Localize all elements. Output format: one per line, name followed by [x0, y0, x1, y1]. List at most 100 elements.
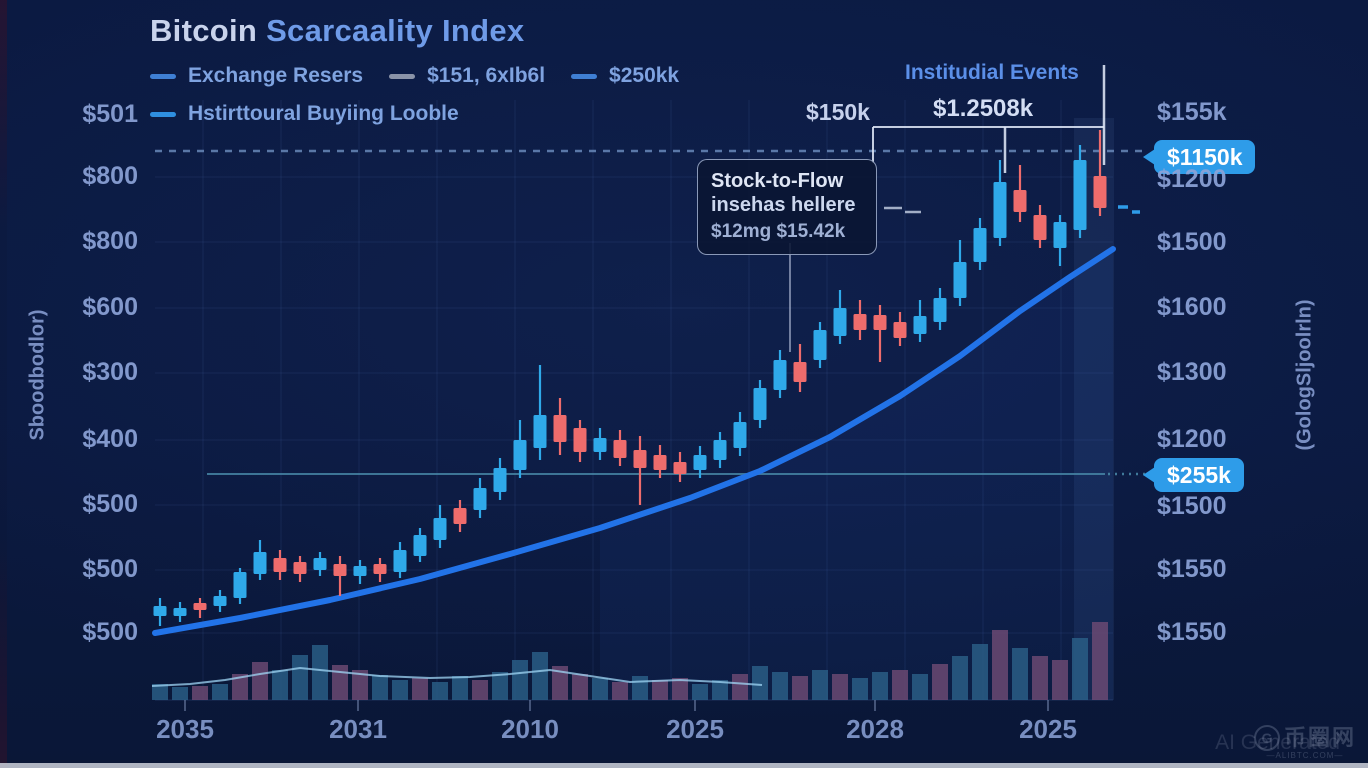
candle-body	[573, 428, 587, 452]
callout-line2: insehas hellere	[711, 194, 856, 217]
candle-body	[673, 462, 687, 474]
x-axis-label: 2028	[846, 714, 904, 744]
candle-body	[893, 322, 907, 338]
title-prefix: Bitcoin	[150, 13, 267, 48]
y-axis-label-right: $1600	[1157, 293, 1227, 321]
volume-bar	[352, 670, 368, 700]
volume-bar	[752, 666, 768, 700]
candle-body	[733, 422, 747, 448]
logo-g-icon: G	[1253, 725, 1280, 751]
y-axis-label-left: $800	[82, 227, 138, 255]
volume-bar	[1012, 648, 1028, 700]
candle-body	[793, 362, 807, 382]
candle-body	[753, 388, 767, 420]
candle-body	[293, 562, 307, 574]
logo-site-text: —ALIBTC.COM—	[1266, 751, 1344, 760]
candle-body	[933, 298, 947, 322]
legend-row-1: Exchange Resers $151, 6xIb6l $250kk	[150, 64, 679, 88]
volume-bar	[872, 672, 888, 700]
legend-item[interactable]: $250kk	[571, 64, 679, 88]
y-axis-label-left: $501	[82, 100, 138, 128]
legend-label: $250kk	[609, 64, 680, 87]
candle-body	[373, 564, 387, 574]
candle-body	[853, 314, 867, 330]
candle-body	[173, 608, 187, 616]
candle-body	[273, 558, 287, 572]
legend-swatch-icon	[150, 111, 176, 117]
volume-bar	[772, 672, 788, 700]
legend-row-2: Hstirttoural Buyiing Looble	[150, 102, 459, 126]
candle-body	[453, 508, 467, 524]
stock-to-flow-callout: Stock-to-Flow insehas hellere $12mg $15.…	[697, 159, 877, 256]
candle-body	[973, 228, 987, 262]
candle-body	[613, 440, 627, 458]
price-badge-mid: $255k	[1143, 458, 1244, 492]
candle-body	[213, 596, 227, 606]
volume-bar	[912, 674, 928, 700]
bottom-scrollbar-strip[interactable]	[0, 763, 1368, 768]
volume-bar	[712, 680, 728, 700]
y-axis-label-right: $1300	[1157, 358, 1227, 386]
x-axis-label: 2025	[1019, 714, 1077, 744]
candle-body	[773, 360, 787, 390]
legend-swatch-icon	[150, 73, 176, 79]
volume-bar	[372, 675, 388, 700]
volume-bar	[652, 680, 668, 700]
candle-body	[393, 550, 407, 572]
candle-body	[1013, 190, 1027, 212]
volume-bar	[1092, 622, 1108, 700]
title-main: Scarcaality Index	[266, 13, 525, 48]
legend-label: $151, 6xIb6l	[427, 64, 546, 87]
x-axis-label: 2035	[156, 714, 214, 744]
candle-body	[1033, 215, 1047, 240]
y-axis-label-left: $300	[82, 358, 138, 386]
volume-bar	[492, 672, 508, 700]
candle-body	[153, 606, 167, 616]
legend-swatch-icon	[389, 73, 416, 79]
volume-bar	[552, 666, 568, 700]
volume-bar	[152, 684, 168, 700]
volume-bar	[1072, 638, 1088, 700]
watermark: AI Generated G 币圈网 —ALIBTC.COM—	[1215, 725, 1356, 760]
volume-bar	[852, 678, 868, 700]
legend-item[interactable]: $151, 6xIb6l	[389, 64, 545, 88]
callout-line1: Stock-to-Flow	[711, 170, 844, 192]
y-axis-label-left: $500	[82, 618, 138, 646]
volume-bar	[192, 686, 208, 700]
candlestick-series	[153, 130, 1107, 626]
left-edge-vignette	[0, 0, 7, 768]
y-axis-label-left: $500	[82, 555, 138, 583]
candle-body	[1073, 160, 1087, 230]
volume-bar	[572, 674, 588, 700]
candle-body	[433, 518, 447, 540]
y-axis-title-right: (GologSljoolrln)	[1293, 299, 1316, 451]
event-price-label-right: $1.2508k	[933, 95, 1034, 122]
volume-bar	[592, 678, 608, 700]
volume-bar	[312, 645, 328, 700]
candle-body	[313, 558, 327, 570]
x-axis-label: 2010	[501, 714, 559, 744]
y-axis-label-left: $800	[82, 162, 138, 190]
volume-bar	[792, 676, 808, 700]
stock-to-flow-curve	[152, 246, 1116, 636]
y-axis-label-right: $1200	[1157, 165, 1227, 193]
candle-body	[533, 415, 547, 448]
volume-bar	[952, 656, 968, 700]
candle-body	[513, 440, 527, 470]
page-title: Bitcoin Scarcaality Index	[150, 13, 524, 49]
candle-body	[993, 182, 1007, 238]
volume-bar	[292, 655, 308, 700]
x-axis-label: 2025	[666, 714, 724, 744]
candle-body	[333, 564, 347, 576]
logo-text: 币圈网	[1283, 725, 1356, 750]
legend-item[interactable]: Hstirttoural Buyiing Looble	[150, 102, 459, 126]
candle-body	[593, 438, 607, 452]
candle-body	[413, 535, 427, 556]
volume-bar	[412, 678, 428, 700]
candle-body	[193, 603, 207, 610]
candle-body	[653, 455, 667, 470]
legend-item[interactable]: Exchange Resers	[150, 64, 363, 88]
volume-bar	[1052, 660, 1068, 700]
x-axis-label: 2031	[329, 714, 387, 744]
